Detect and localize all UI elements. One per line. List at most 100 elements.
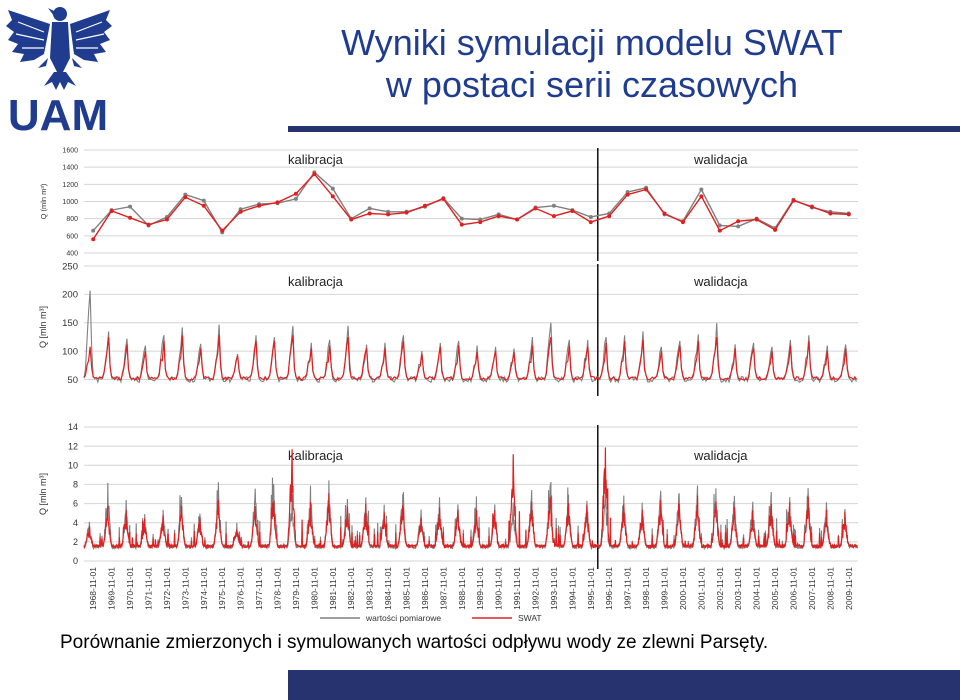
- data-point: [625, 192, 630, 197]
- data-point: [201, 198, 206, 203]
- y-tick-label: 12: [68, 441, 78, 451]
- y-tick-label: 250: [62, 261, 78, 272]
- data-point: [275, 200, 280, 205]
- x-tick-label: 1996-11-01: [604, 567, 614, 610]
- data-point: [146, 222, 151, 227]
- x-tick-label: 2009-11-01: [844, 567, 854, 610]
- x-tick-label: 1999-11-01: [660, 567, 670, 610]
- x-tick-label: 2004-11-01: [752, 567, 762, 610]
- data-point: [128, 215, 133, 220]
- x-tick-label: 1990-11-01: [494, 567, 504, 610]
- annotation-calibration: kalibracja: [288, 152, 344, 167]
- x-tick-label: 1969-11-01: [107, 567, 117, 610]
- x-tick-label: 1970-11-01: [125, 567, 135, 610]
- y-tick-label: 800: [66, 216, 78, 223]
- x-tick-label: 2002-11-01: [715, 567, 725, 610]
- y-tick-label: 4: [73, 518, 78, 528]
- data-point: [588, 214, 593, 219]
- title-line-2: w postaci serii czasowych: [385, 64, 799, 105]
- data-point: [312, 172, 317, 177]
- x-tick-label: 2001-11-01: [696, 567, 706, 610]
- data-point: [109, 208, 114, 213]
- x-tick-label: 1997-11-01: [623, 567, 633, 610]
- series-line-observed: [83, 290, 857, 384]
- data-point: [533, 206, 538, 211]
- logo-wordmark: UAM: [8, 91, 108, 134]
- data-point: [441, 196, 446, 201]
- data-point: [91, 228, 96, 233]
- figure-caption: Porównanie zmierzonych i symulowanych wa…: [60, 632, 769, 653]
- x-tick-label: 2003-11-01: [733, 567, 743, 610]
- x-tick-label: 1985-11-01: [402, 567, 412, 610]
- y-tick-label: 2: [73, 537, 78, 547]
- annotation-validation: walidacja: [693, 152, 748, 167]
- y-tick-label: 400: [66, 250, 78, 257]
- data-point: [459, 216, 464, 221]
- data-point: [809, 204, 814, 209]
- series-line-swat: [92, 172, 849, 240]
- data-point: [349, 217, 354, 222]
- data-point: [699, 187, 704, 192]
- data-point: [551, 203, 556, 208]
- series-line-swat: [83, 447, 858, 550]
- x-tick-label: 1975-11-01: [217, 567, 227, 610]
- data-point: [736, 224, 741, 229]
- data-point: [183, 195, 188, 200]
- y-tick-label: 8: [73, 480, 78, 490]
- data-point: [164, 217, 169, 222]
- x-tick-label: 1994-11-01: [567, 567, 577, 610]
- x-tick-label: 2000-11-01: [678, 567, 688, 610]
- y-tick-label: 0: [73, 556, 78, 566]
- page-title: Wyniki symulacji modelu SWAT w postaci s…: [282, 22, 902, 106]
- data-point: [828, 211, 833, 216]
- x-tick-label: 2005-11-01: [770, 567, 780, 610]
- x-tick-label: 1980-11-01: [309, 567, 319, 610]
- charts-area: 400 600 800 1000 1200 1400 1600 Q (mln m³) kalib…: [0, 140, 960, 637]
- x-tick-label: 1977-11-01: [254, 567, 264, 610]
- title-line-1: Wyniki symulacji modelu SWAT: [341, 22, 843, 63]
- data-point: [293, 191, 298, 196]
- x-tick-label: 1979-11-01: [291, 567, 301, 610]
- y-tick-label: 6: [73, 499, 78, 509]
- x-tick-label: 1988-11-01: [457, 567, 467, 610]
- data-point: [717, 223, 722, 228]
- data-point: [386, 212, 391, 217]
- y-tick-label: 50: [67, 375, 78, 386]
- y-tick-label: 1600: [62, 147, 78, 154]
- y-tick-label: 200: [62, 290, 78, 301]
- x-tick-label: 1984-11-01: [383, 567, 393, 610]
- footer-bar: [288, 670, 960, 700]
- data-point: [551, 214, 556, 219]
- chart-annual: 400 600 800 1000 1200 1400 1600 Q (mln m³) kalib…: [39, 147, 858, 261]
- y-tick-label: 1400: [62, 165, 78, 172]
- y-axis-label: Q [mln m³]: [38, 473, 48, 515]
- x-tick-label: 1981-11-01: [328, 567, 338, 610]
- annotation-calibration: kalibracja: [288, 448, 344, 463]
- y-tick-label: 14: [68, 422, 78, 432]
- annotation-validation: walidacja: [693, 448, 748, 463]
- data-point: [699, 194, 704, 199]
- data-point: [496, 214, 501, 219]
- annotation-calibration: kalibracja: [288, 274, 344, 289]
- legend-label-swat: SWAT: [518, 613, 542, 623]
- data-point: [773, 227, 778, 232]
- data-point: [257, 203, 262, 208]
- eagle-emblem-icon: UAM: [6, 7, 112, 140]
- x-tick-label: 1989-11-01: [475, 567, 485, 610]
- y-tick-label: 100: [62, 346, 78, 357]
- data-point: [330, 186, 335, 191]
- legend-label-observed: wartości pomiarowe: [365, 613, 441, 623]
- data-point: [754, 217, 759, 222]
- data-point: [238, 209, 243, 214]
- x-tick-label: 1971-11-01: [144, 567, 154, 610]
- y-tick-label: 1000: [62, 199, 78, 206]
- data-point: [570, 208, 575, 213]
- data-point: [330, 194, 335, 199]
- data-point: [201, 203, 206, 208]
- data-point: [791, 198, 796, 203]
- data-point: [478, 220, 483, 225]
- x-tick-label: 1973-11-01: [180, 567, 190, 610]
- data-point: [662, 211, 667, 216]
- x-tick-label: 1991-11-01: [512, 567, 522, 610]
